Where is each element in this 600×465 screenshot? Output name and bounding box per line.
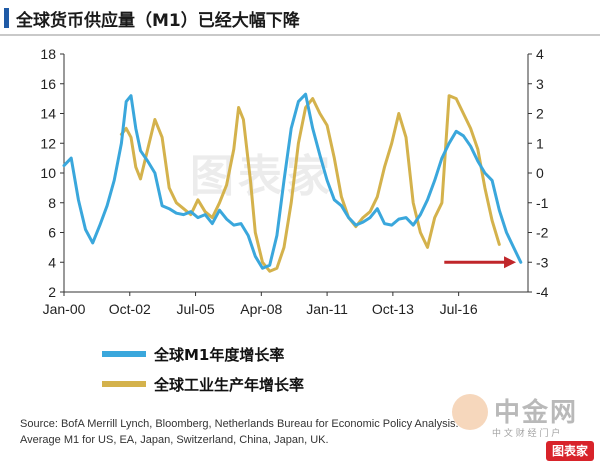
brand-logo-icon xyxy=(452,394,488,430)
chart-title: 全球货币供应量（M1）已经大幅下降 xyxy=(16,11,300,31)
legend-label-m1: 全球M1年度增长率 xyxy=(154,345,285,364)
legend-item-m1: 全球M1年度增长率 xyxy=(102,344,284,364)
x-tick-label: Jul-05 xyxy=(176,301,214,317)
left-tick-label: 12 xyxy=(40,135,56,151)
x-tick-label: Apr-08 xyxy=(240,301,282,317)
arrow-head-icon xyxy=(504,256,517,269)
brand-subtext: 中 文 财 经 门 户 xyxy=(492,429,561,439)
left-tick-label: 14 xyxy=(40,106,56,122)
right-tick-label: 2 xyxy=(536,106,544,122)
right-tick-label: -4 xyxy=(536,284,549,300)
left-tick-label: 6 xyxy=(48,225,56,241)
x-tick-label: Jan-11 xyxy=(306,301,348,317)
left-tick-label: 18 xyxy=(40,46,56,62)
right-tick-label: 3 xyxy=(536,76,544,92)
legend-label-ip: 全球工业生产年增长率 xyxy=(154,375,305,394)
right-tick-label: 4 xyxy=(536,46,544,62)
title-accent xyxy=(4,8,9,28)
right-tick-label: -3 xyxy=(536,254,549,270)
series-line-industrial-production xyxy=(119,94,501,273)
source-line-1: Source: BofA Merrill Lynch, Bloomberg, N… xyxy=(20,418,459,430)
left-tick-label: 8 xyxy=(48,195,56,211)
brand-watermark: 中金网 中 文 财 经 门 户 xyxy=(452,388,592,448)
title-bar: 全球货币供应量（M1）已经大幅下降 xyxy=(0,0,600,36)
left-tick-label: 16 xyxy=(40,76,56,92)
right-tick-label: 0 xyxy=(536,165,544,181)
legend-swatch-m1 xyxy=(102,351,146,357)
legend-item-ip: 全球工业生产年增长率 xyxy=(102,374,304,394)
right-tick-label: 1 xyxy=(536,135,544,151)
x-tick-label: Jul-16 xyxy=(440,301,478,317)
brand-badge: 图表家 xyxy=(545,441,594,461)
right-tick-label: -1 xyxy=(536,195,549,211)
left-tick-label: 10 xyxy=(40,165,56,181)
x-tick-label: Oct-02 xyxy=(109,301,151,317)
left-tick-label: 2 xyxy=(48,284,56,300)
series-line-m1 xyxy=(62,92,523,270)
legend-swatch-ip xyxy=(102,381,146,387)
left-tick-label: 4 xyxy=(48,254,56,270)
right-tick-label: -2 xyxy=(536,225,549,241)
source-line-2: Average M1 for US, EA, Japan, Switzerlan… xyxy=(20,434,329,446)
x-tick-label: Oct-13 xyxy=(372,301,414,317)
x-tick-label: Jan-00 xyxy=(43,301,86,317)
brand-text: 中金网 xyxy=(494,398,579,428)
